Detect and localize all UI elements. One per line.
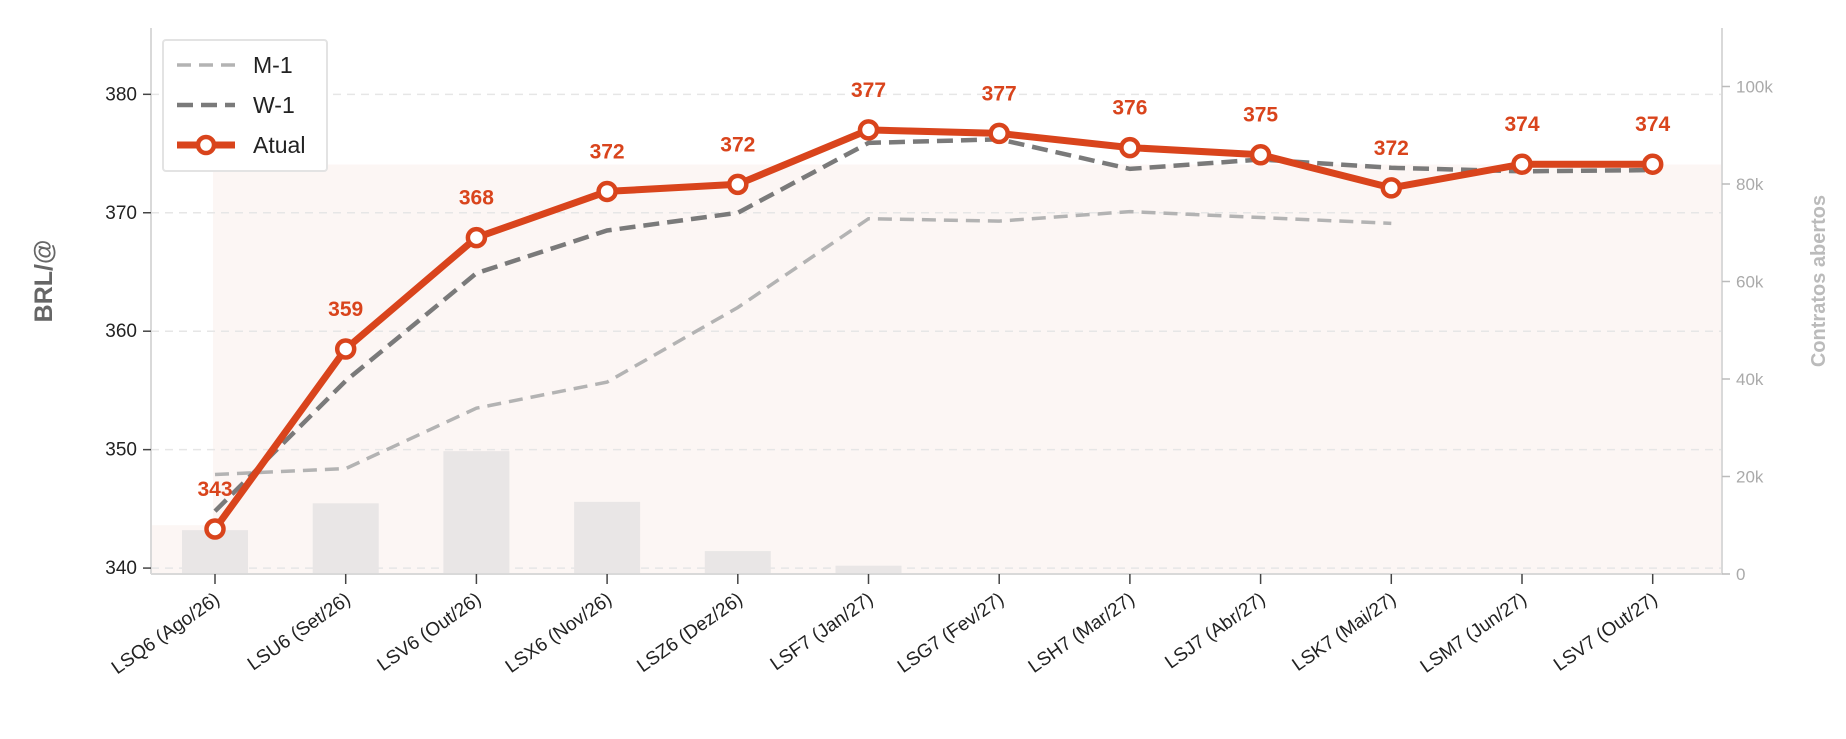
open-interest-bar <box>574 501 641 574</box>
y2-tick-label: 80k <box>1736 175 1764 194</box>
atual-point <box>727 173 749 196</box>
series-line-m-1 <box>214 209 1392 477</box>
x-tick-label: LSF7 (Jan/27) <box>767 589 878 675</box>
y2-axis-title: Contratos abertos <box>1808 195 1830 367</box>
y-tick-label: 370 <box>105 203 137 224</box>
background-area <box>151 164 1722 574</box>
series-line-w-1 <box>213 137 1653 513</box>
y2-tick-label: 60k <box>1736 273 1764 292</box>
y2-tick-label: 40k <box>1736 370 1764 389</box>
y-tick-label: 360 <box>105 321 137 342</box>
open-interest-bar <box>704 551 771 574</box>
atual-point <box>1641 153 1664 175</box>
x-tick-label: LSM7 (Jun/27) <box>1417 589 1531 678</box>
atual-point <box>596 180 618 203</box>
series-layer <box>204 119 1664 540</box>
y-axis-title: BRL/@ <box>30 240 58 323</box>
open-interest-bar <box>312 503 379 574</box>
legend: M-1 W-1 Atual <box>162 39 328 172</box>
background-layer <box>151 164 1722 574</box>
data-labels-layer: 343 359 368 372 372 377 377 376 375 372 374 374 <box>197 79 1670 501</box>
data-label: 377 <box>851 79 886 102</box>
legend-marker-atual <box>195 134 217 156</box>
x-tick-label: LSX6 (Nov/26) <box>502 589 616 678</box>
legend-label: Atual <box>253 132 305 158</box>
atual-point <box>1511 153 1533 175</box>
x-tick-label: LSK7 (Mai/27) <box>1289 589 1401 676</box>
y2-tick-label: 20k <box>1736 468 1764 487</box>
x-tick-label: LSU6 (Set/26) <box>244 589 355 675</box>
atual-point <box>857 119 880 141</box>
x-tick-label: LSZ6 (Dez/26) <box>633 589 746 677</box>
data-label: 374 <box>1504 113 1539 136</box>
x-tick-label: LSG7 (Fev/27) <box>894 589 1008 678</box>
data-label: 377 <box>982 82 1017 105</box>
open-interest-bar <box>835 565 902 574</box>
y-tick-label: 340 <box>105 558 137 579</box>
series-line-atual <box>212 126 1653 532</box>
x-tick-label: LSV7 (Out/27) <box>1550 589 1662 676</box>
atual-point <box>988 122 1010 145</box>
x-tick-label: LSV6 (Out/26) <box>374 589 486 676</box>
atual-point <box>465 226 488 249</box>
data-label: 376 <box>1112 97 1147 120</box>
y2-tick-label: 100k <box>1736 78 1773 97</box>
atual-point <box>1119 136 1141 159</box>
y-tick-label: 380 <box>105 84 137 105</box>
data-label: 372 <box>590 140 625 163</box>
open-interest-bar <box>443 451 510 574</box>
atual-point <box>334 338 357 360</box>
legend-label: M-1 <box>253 52 293 78</box>
x-tick-label: LSQ6 (Ago/26) <box>108 589 224 679</box>
grid-layer <box>151 93 1722 569</box>
data-label: 372 <box>720 133 755 156</box>
open-interest-bars <box>182 451 902 574</box>
data-label: 372 <box>1374 137 1409 160</box>
data-label: 343 <box>197 478 232 501</box>
data-label: 375 <box>1243 104 1278 127</box>
atual-point <box>1249 143 1272 166</box>
atual-point <box>1380 177 1403 199</box>
x-tick-label: LSJ7 (Abr/27) <box>1161 589 1269 673</box>
y2-tick-label: 0 <box>1736 565 1745 584</box>
legend-label: W-1 <box>253 92 295 118</box>
data-label: 359 <box>328 298 363 321</box>
data-label: 374 <box>1635 113 1670 136</box>
data-label: 368 <box>459 187 494 210</box>
atual-point <box>204 518 226 540</box>
x-tick-label: LSH7 (Mar/27) <box>1025 589 1139 678</box>
y-tick-label: 350 <box>105 440 137 461</box>
